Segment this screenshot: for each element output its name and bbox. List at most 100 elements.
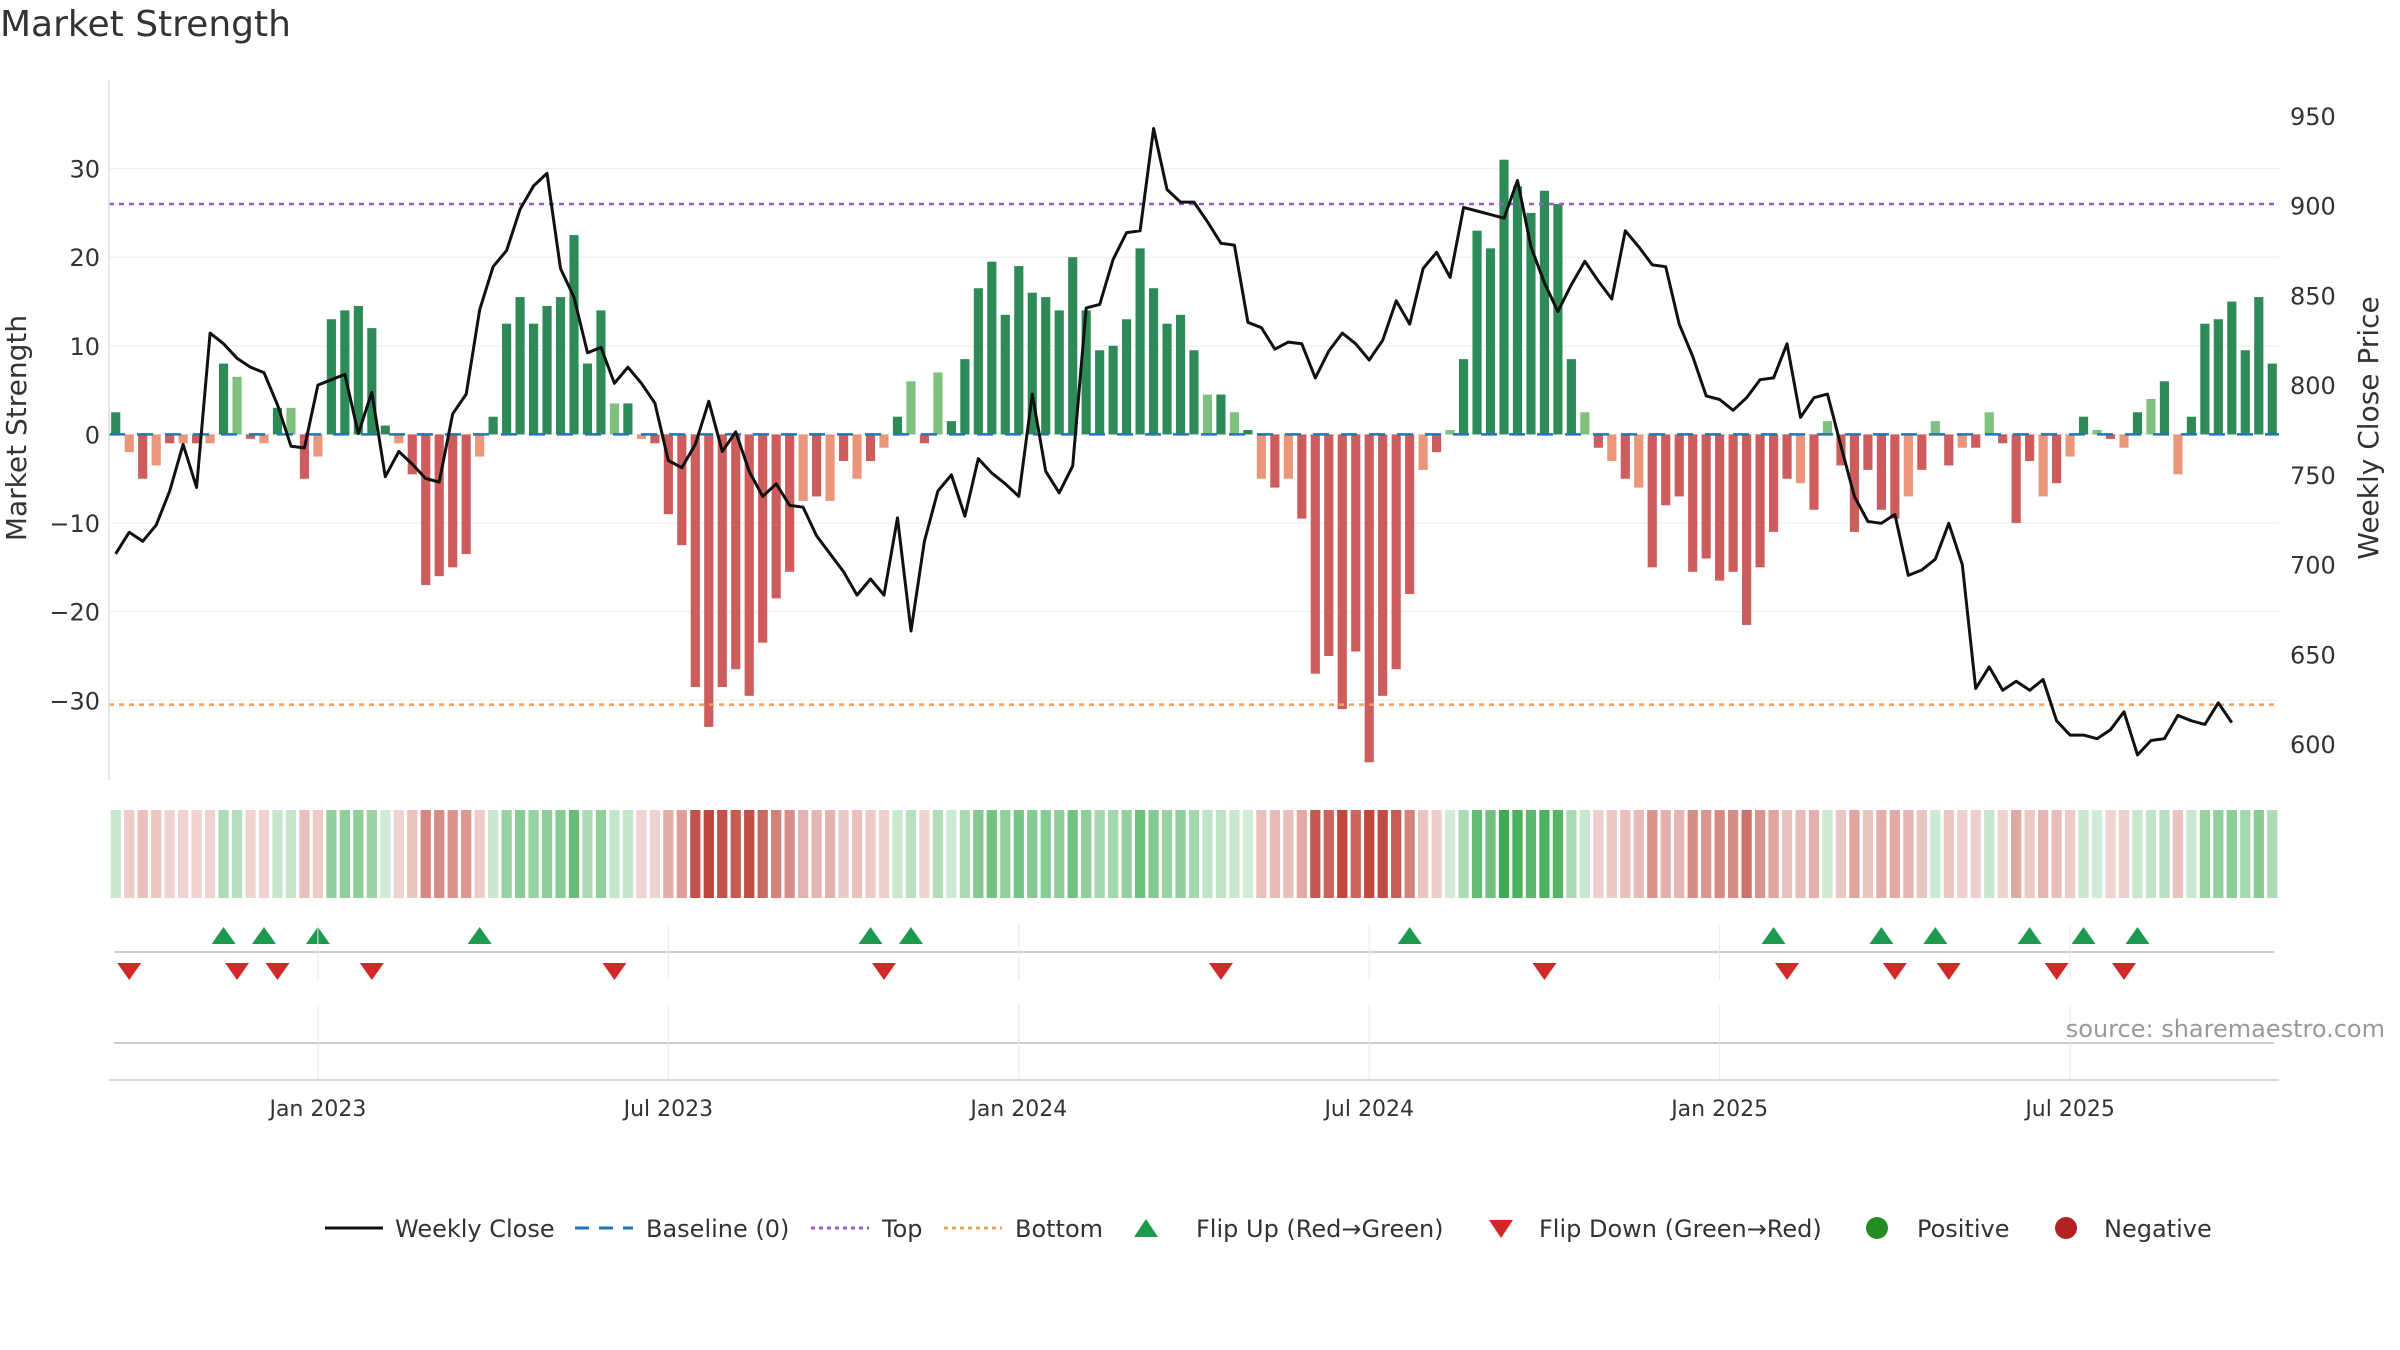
strength-bar xyxy=(205,434,215,444)
strength-bar xyxy=(1863,434,1873,470)
strength-bar xyxy=(2025,434,2035,462)
strength-bar xyxy=(488,416,498,435)
right-tick-label: 700 xyxy=(2290,552,2336,580)
heat-cell xyxy=(1876,810,1887,898)
strength-bar xyxy=(771,434,781,599)
heat-cell xyxy=(1916,810,1927,898)
heat-cell xyxy=(2267,810,2278,898)
strength-bar xyxy=(2159,381,2170,435)
strength-bar xyxy=(1189,350,1199,435)
legend-weekly-close-label: Weekly Close xyxy=(395,1215,555,1243)
strength-bar xyxy=(1890,434,1900,519)
strength-bar xyxy=(1243,430,1253,435)
strength-bar xyxy=(1742,434,1752,625)
legend-negative-icon xyxy=(2055,1217,2077,1239)
strength-bar xyxy=(1054,310,1064,435)
strength-bar xyxy=(178,434,188,444)
right-axis-ticks: 950 900 850 800 750 700 650 600 xyxy=(2290,103,2336,759)
heat-cell xyxy=(124,810,135,898)
heat-cell xyxy=(2078,810,2089,898)
strength-bar xyxy=(1270,434,1280,488)
strength-bar xyxy=(838,434,849,462)
strength-bar xyxy=(1297,434,1307,519)
heat-cell xyxy=(1067,810,1078,898)
heat-cell xyxy=(1188,810,1200,898)
heat-cell xyxy=(1418,810,1429,898)
heat-cell xyxy=(932,810,944,898)
strength-bar xyxy=(1000,314,1010,435)
heat-cell xyxy=(299,810,310,898)
heat-cell xyxy=(919,810,930,898)
right-tick-label: 950 xyxy=(2290,103,2336,131)
x-tick-label: Jul 2023 xyxy=(622,1097,714,1122)
heat-cell xyxy=(986,810,997,898)
strength-bar xyxy=(165,434,175,444)
strength-bar xyxy=(2173,434,2183,475)
heat-cell xyxy=(366,810,377,898)
strength-bar xyxy=(852,434,862,479)
heat-cell xyxy=(1754,810,1766,898)
strength-bar xyxy=(892,416,903,435)
heat-cell xyxy=(1471,810,1483,898)
strength-bar xyxy=(1027,292,1037,435)
heat-cell xyxy=(2145,810,2157,898)
strength-bar xyxy=(555,297,566,435)
heat-cell xyxy=(353,810,364,898)
strength-bar xyxy=(946,421,956,435)
heat-cell xyxy=(272,810,283,898)
heat-cell xyxy=(474,810,485,898)
strength-bar xyxy=(690,434,700,687)
heat-cell xyxy=(959,810,970,898)
strength-bar xyxy=(1930,421,1940,435)
heat-cell xyxy=(636,810,647,898)
flip-down-marker xyxy=(1775,963,1800,980)
legend-flip-down: Flip Down (Green→Red) xyxy=(1489,1215,1822,1243)
heat-cell xyxy=(676,810,687,898)
strength-bar xyxy=(1822,421,1833,435)
strength-bar xyxy=(1432,434,1442,453)
heat-cell xyxy=(1108,810,1119,898)
heat-cell xyxy=(1377,810,1388,898)
heat-cell xyxy=(1674,810,1685,898)
strength-bar xyxy=(313,434,323,457)
strength-bar xyxy=(138,434,148,479)
strength-bar xyxy=(245,434,256,439)
heat-cell xyxy=(649,810,660,898)
heat-cell xyxy=(1054,810,1065,898)
strength-bar xyxy=(2119,434,2129,448)
left-tick-label: 30 xyxy=(69,156,100,184)
heat-cell xyxy=(568,810,580,898)
legend-positive-icon xyxy=(1866,1217,1888,1239)
heat-cell xyxy=(582,810,593,898)
heat-cell xyxy=(1795,810,1806,898)
heat-cell xyxy=(1943,810,1954,898)
heat-cell xyxy=(1822,810,1833,898)
heat-cell xyxy=(1404,810,1415,898)
strength-bar xyxy=(367,328,377,435)
heat-cell xyxy=(501,810,512,898)
heat-cell xyxy=(447,810,458,898)
heat-cell xyxy=(622,810,634,898)
strength-bar xyxy=(2186,416,2196,435)
heat-cell xyxy=(2240,810,2251,898)
strength-bar xyxy=(1135,248,1145,435)
heat-cell xyxy=(1391,810,1402,898)
strength-bar xyxy=(1405,434,1415,594)
strength-bar xyxy=(1580,412,1590,435)
heat-cell xyxy=(1566,810,1577,898)
legend-bottom: Bottom xyxy=(944,1215,1103,1243)
heat-cell xyxy=(1997,810,2008,898)
flip-up-marker xyxy=(898,927,923,944)
heat-cell xyxy=(2051,810,2062,898)
strength-bar xyxy=(434,434,444,577)
heat-cell xyxy=(1660,810,1671,898)
heat-cell xyxy=(2172,810,2184,898)
heat-cell xyxy=(110,810,121,898)
strength-bar xyxy=(933,372,943,435)
strength-bar xyxy=(1566,359,1576,435)
strength-bar xyxy=(340,310,350,435)
right-tick-label: 650 xyxy=(2290,641,2336,669)
strength-bar xyxy=(677,434,687,546)
legend-baseline-label: Baseline (0) xyxy=(646,1215,789,1243)
strength-bar xyxy=(124,434,134,453)
